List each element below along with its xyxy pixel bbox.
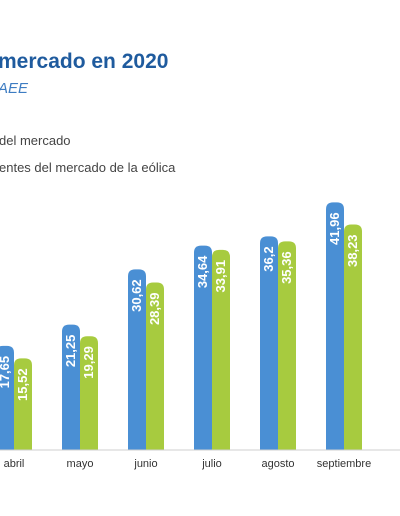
- legend-entry-series-1: del mercado: [0, 133, 71, 148]
- data-label-junio-series-2: 28,39: [147, 292, 162, 325]
- bars-layer: [0, 202, 362, 450]
- bar-abril-series-1: [0, 345, 14, 450]
- bar-septiembre-series-2: [344, 224, 362, 450]
- data-label-abril-series-1: 17,65: [0, 356, 12, 389]
- data-label-julio-series-2: 33,91: [213, 260, 228, 293]
- data-label-agosto-series-2: 35,36: [279, 251, 294, 284]
- data-label-septiembre-series-1: 41,96: [327, 212, 342, 245]
- data-label-mayo-series-2: 19,29: [81, 346, 96, 379]
- x-tick-label-agosto: agosto: [261, 458, 294, 470]
- data-label-julio-series-1: 34,64: [195, 255, 210, 288]
- labels-layer: 17,65 15,52 abril 21,25 19,29 mayo 30,62 28,39 j…: [0, 212, 371, 470]
- data-label-mayo-series-1: 21,25: [63, 335, 78, 368]
- data-label-junio-series-1: 30,62: [129, 279, 144, 312]
- bar-mayo-series-2: [80, 336, 98, 450]
- bar-junio-series-2: [146, 282, 164, 450]
- x-tick-label-julio: julio: [201, 458, 222, 470]
- bar-julio-series-2: [212, 249, 230, 450]
- chart-title: mercado en 2020: [0, 50, 169, 73]
- data-label-septiembre-series-2: 38,23: [345, 234, 360, 267]
- data-label-abril-series-2: 15,52: [15, 368, 30, 401]
- x-tick-label-septiembre: septiembre: [317, 458, 371, 470]
- bar-julio-series-1: [194, 245, 212, 450]
- x-tick-label-mayo: mayo: [67, 458, 94, 470]
- x-tick-label-abril: abril: [4, 458, 25, 470]
- bar-mayo-series-1: [62, 324, 80, 450]
- chart-subtitle: AEE: [0, 80, 29, 97]
- legend-entry-series-2: entes del mercado de la eólica: [0, 160, 176, 175]
- bar-agosto-series-1: [260, 236, 278, 450]
- bar-septiembre-series-1: [326, 202, 344, 450]
- x-tick-label-junio: junio: [133, 458, 157, 470]
- bar-agosto-series-2: [278, 241, 296, 450]
- data-label-agosto-series-1: 36,2: [261, 246, 276, 271]
- bar-abril-series-2: [14, 358, 32, 450]
- bar-junio-series-1: [128, 269, 146, 450]
